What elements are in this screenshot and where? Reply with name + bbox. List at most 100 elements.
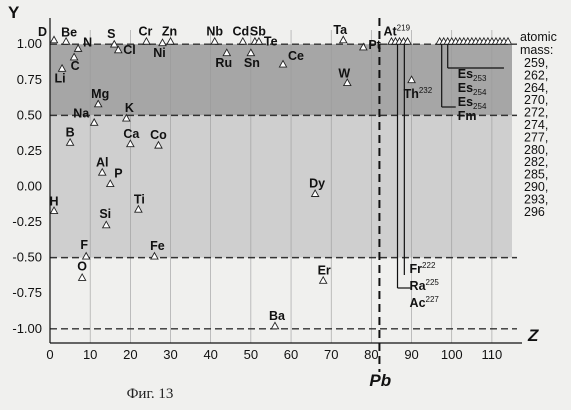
- point-superheavy: [503, 36, 513, 45]
- point-w: [342, 78, 352, 86]
- y-axis-label: Y: [8, 3, 20, 22]
- x-tick-label: 0: [46, 347, 53, 362]
- y-tick-label: 1.00: [17, 36, 42, 51]
- label-fe: Fe: [150, 239, 165, 253]
- label-ac: Ac227: [410, 295, 440, 310]
- point-s: [109, 39, 119, 48]
- atomic-mass-value: 285,: [524, 168, 548, 182]
- atomic-mass-value: 280,: [524, 143, 548, 157]
- point-cd: [238, 36, 248, 45]
- atomic-mass-value: 264,: [524, 81, 548, 95]
- x-tick-label: 60: [284, 347, 298, 362]
- atomic-mass-value: 296: [524, 205, 545, 219]
- label-ca: Ca: [123, 127, 140, 141]
- point-cl: [113, 45, 123, 54]
- y-tick-label: -0.25: [12, 214, 42, 229]
- point-f: [81, 251, 91, 260]
- x-tick-label: 90: [404, 347, 418, 362]
- label-al: Al: [96, 155, 109, 169]
- point-k: [121, 113, 131, 122]
- y-tick-label: -0.75: [12, 285, 42, 300]
- label-fm-text: Fm: [458, 109, 477, 123]
- point-p: [105, 179, 115, 187]
- label-si: Si: [99, 207, 111, 221]
- label-cd: Cd: [232, 24, 249, 38]
- shaded-bands: [50, 44, 512, 258]
- point-co: [154, 140, 163, 149]
- point-pt: [358, 42, 368, 51]
- pb-marker-label: Pb: [369, 371, 391, 386]
- point-d: [49, 35, 59, 44]
- point-h: [49, 206, 59, 215]
- label-k: K: [125, 101, 134, 115]
- point-b: [65, 137, 75, 146]
- band-1: [50, 115, 512, 258]
- label-d: D: [38, 25, 47, 39]
- point-na: [89, 117, 99, 126]
- y-tick-label: 0.25: [17, 143, 42, 158]
- x-tick-label: 80: [364, 347, 378, 362]
- y-tick-label: -1.00: [12, 321, 42, 336]
- point-ta: [338, 35, 348, 44]
- point-dy: [310, 189, 320, 197]
- band-0: [50, 44, 512, 116]
- label-f: F: [80, 238, 88, 252]
- point-ca: [125, 139, 135, 148]
- label-na: Na: [73, 106, 90, 120]
- point-ti: [134, 204, 143, 213]
- atomic-mass-value: 270,: [524, 93, 548, 107]
- point-superheavy: [403, 36, 412, 45]
- point-th: [407, 75, 416, 84]
- point-ru: [222, 48, 232, 57]
- x-tick-label: 110: [482, 347, 503, 362]
- point-be: [61, 36, 71, 45]
- label-th: Th232: [404, 86, 433, 101]
- atomic-mass-value: 293,: [524, 192, 548, 206]
- point-ce: [278, 59, 288, 68]
- x-tick-label: 100: [441, 347, 463, 362]
- atomic-mass-value: 272,: [524, 106, 548, 120]
- x-axis-label: Z: [527, 326, 539, 345]
- atomic-mass-value: 282,: [524, 155, 548, 169]
- x-tick-label: 40: [203, 347, 217, 362]
- label-zn: Zn: [162, 24, 177, 38]
- label-mg: Mg: [91, 87, 109, 101]
- x-tick-label: 70: [324, 347, 338, 362]
- label-b: B: [66, 125, 75, 139]
- chart: Y Z Pb 0 10 20 30 40 50 60 70 80 90 100 110 1.00 0.75 0.…: [8, 3, 557, 386]
- label-ni: Ni: [153, 46, 166, 60]
- label-be: Be: [61, 25, 77, 39]
- label-fr: Fr222: [410, 261, 436, 276]
- y-tick-label: -0.50: [12, 250, 42, 265]
- label-h: H: [50, 195, 59, 209]
- tick-labels: 0 10 20 30 40 50 60 70 80 90 100 110 1.00 0.75 0.50 0.2…: [12, 36, 502, 362]
- point-si: [101, 220, 111, 229]
- label-ce: Ce: [288, 49, 304, 63]
- x-tick-label: 20: [123, 347, 137, 362]
- label-es-253: Es253: [458, 67, 487, 83]
- label-cl: Cl: [123, 43, 136, 57]
- label-o: O: [77, 260, 87, 274]
- label-li: Li: [54, 71, 65, 85]
- label-p: P: [114, 167, 122, 181]
- x-tick-label: 10: [83, 347, 97, 362]
- label-es-254: Es254: [458, 81, 487, 97]
- y-tick-label: 0.75: [17, 72, 42, 87]
- label-sn: Sn: [244, 56, 260, 70]
- point-sn: [246, 48, 256, 57]
- atomic-mass-value: 262,: [524, 68, 548, 82]
- point-te: [254, 36, 264, 45]
- point-n: [73, 43, 83, 52]
- special-annotations: At219Th232Fr222Ra225Ac227Es253Es254Es254…: [383, 23, 504, 310]
- point-al: [97, 167, 107, 176]
- point-cr: [142, 36, 151, 45]
- label-pt: Pt: [368, 38, 381, 52]
- label-er: Er: [318, 263, 331, 277]
- atomic-mass-value: 277,: [524, 130, 548, 144]
- x-tick-label: 30: [163, 347, 177, 362]
- point-nb: [210, 36, 220, 45]
- label-cr: Cr: [138, 24, 152, 38]
- label-te: Te: [264, 34, 278, 48]
- atomic-mass-title: atomic: [520, 30, 557, 44]
